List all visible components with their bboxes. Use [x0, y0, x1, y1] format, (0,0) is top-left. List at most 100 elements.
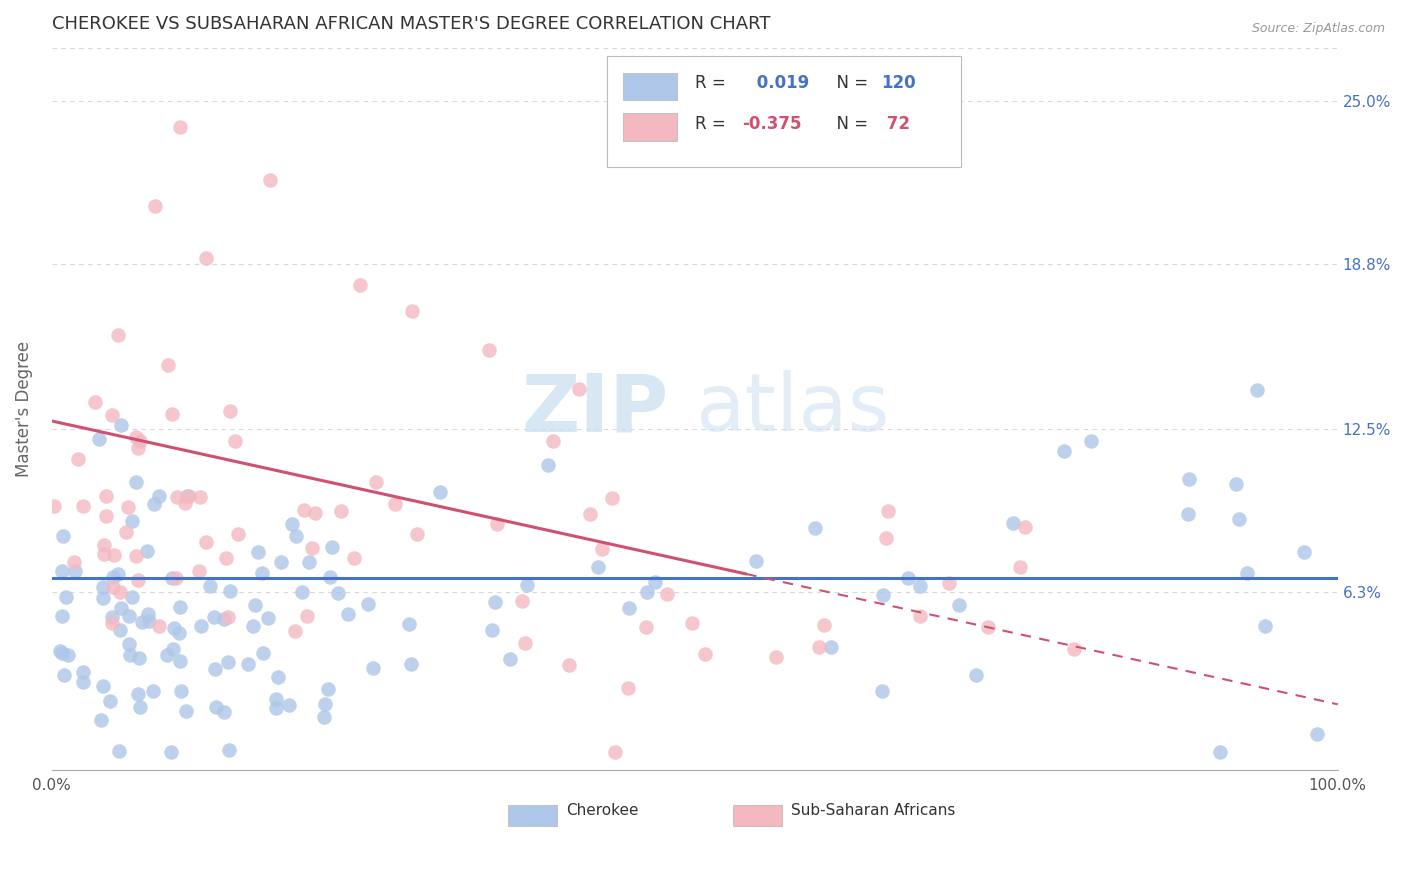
FancyBboxPatch shape: [734, 805, 782, 826]
Point: [212, 705, 235, 719]
Point: [107, 567, 129, 582]
Point: [169, 654, 191, 668]
Point: [813, 618, 835, 632]
Point: [1008, 559, 1031, 574]
Point: [202, 610, 225, 624]
Point: [128, 434, 150, 449]
Text: Cherokee: Cherokee: [567, 803, 638, 818]
Point: [965, 668, 987, 682]
Point: [114, 524, 136, 539]
Text: N =: N =: [825, 74, 873, 93]
Point: [568, 383, 591, 397]
Point: [872, 588, 894, 602]
Point: [143, 199, 166, 213]
Point: [681, 616, 703, 631]
Point: [297, 609, 319, 624]
Point: [51, 646, 73, 660]
FancyBboxPatch shape: [623, 73, 676, 101]
Point: [188, 564, 211, 578]
FancyBboxPatch shape: [623, 113, 676, 141]
Point: [214, 612, 236, 626]
Point: [117, 500, 139, 514]
Point: [108, 744, 131, 758]
Point: [163, 621, 186, 635]
Point: [910, 579, 932, 593]
Point: [602, 491, 624, 505]
Point: [110, 600, 132, 615]
Point: [617, 681, 640, 696]
Point: [108, 623, 131, 637]
Point: [1001, 516, 1024, 530]
Point: [938, 576, 960, 591]
Point: [160, 407, 183, 421]
Point: [177, 489, 200, 503]
Point: [215, 550, 238, 565]
Point: [247, 545, 270, 559]
Point: [224, 434, 246, 449]
Text: Sub-Saharan Africans: Sub-Saharan Africans: [792, 803, 956, 818]
Point: [72, 665, 94, 679]
Point: [429, 485, 451, 500]
Point: [1225, 476, 1247, 491]
Point: [125, 475, 148, 490]
Point: [578, 508, 600, 522]
Point: [190, 618, 212, 632]
Point: [135, 544, 157, 558]
Point: [875, 531, 897, 545]
Text: atlas: atlas: [695, 370, 889, 448]
Point: [49, 644, 72, 658]
Point: [1178, 472, 1201, 486]
Point: [118, 608, 141, 623]
Point: [148, 489, 170, 503]
Point: [252, 646, 274, 660]
Point: [55, 591, 77, 605]
Point: [166, 490, 188, 504]
Point: [481, 624, 503, 638]
Point: [128, 650, 150, 665]
Point: [284, 624, 307, 638]
Point: [63, 555, 86, 569]
Point: [127, 688, 149, 702]
Point: [100, 616, 122, 631]
Point: [125, 549, 148, 563]
Point: [125, 430, 148, 444]
Point: [695, 648, 717, 662]
Point: [343, 551, 366, 566]
Point: [603, 745, 626, 759]
Point: [110, 417, 132, 432]
FancyBboxPatch shape: [607, 55, 960, 168]
Text: 120: 120: [882, 74, 915, 93]
Point: [63, 565, 86, 579]
Point: [591, 542, 613, 557]
Point: [98, 694, 121, 708]
Point: [399, 657, 422, 671]
Point: [644, 575, 666, 590]
Text: R =: R =: [695, 74, 731, 93]
Point: [1014, 520, 1036, 534]
Point: [1227, 512, 1250, 526]
FancyBboxPatch shape: [509, 805, 557, 826]
Point: [897, 571, 920, 585]
Text: 72: 72: [882, 115, 910, 133]
Point: [142, 683, 165, 698]
Point: [908, 609, 931, 624]
Y-axis label: Master's Degree: Master's Degree: [15, 341, 32, 477]
Point: [1053, 444, 1076, 458]
Point: [765, 649, 787, 664]
Point: [277, 698, 299, 713]
Point: [744, 554, 766, 568]
Point: [91, 591, 114, 605]
Text: Source: ZipAtlas.com: Source: ZipAtlas.com: [1251, 22, 1385, 36]
Point: [314, 710, 336, 724]
Point: [138, 615, 160, 629]
Point: [657, 587, 679, 601]
Point: [72, 500, 94, 514]
Point: [143, 497, 166, 511]
Point: [636, 585, 658, 599]
Point: [1294, 544, 1316, 558]
Point: [156, 648, 179, 663]
Text: -0.375: -0.375: [742, 115, 801, 133]
Point: [51, 529, 73, 543]
Point: [93, 538, 115, 552]
Point: [174, 496, 197, 510]
